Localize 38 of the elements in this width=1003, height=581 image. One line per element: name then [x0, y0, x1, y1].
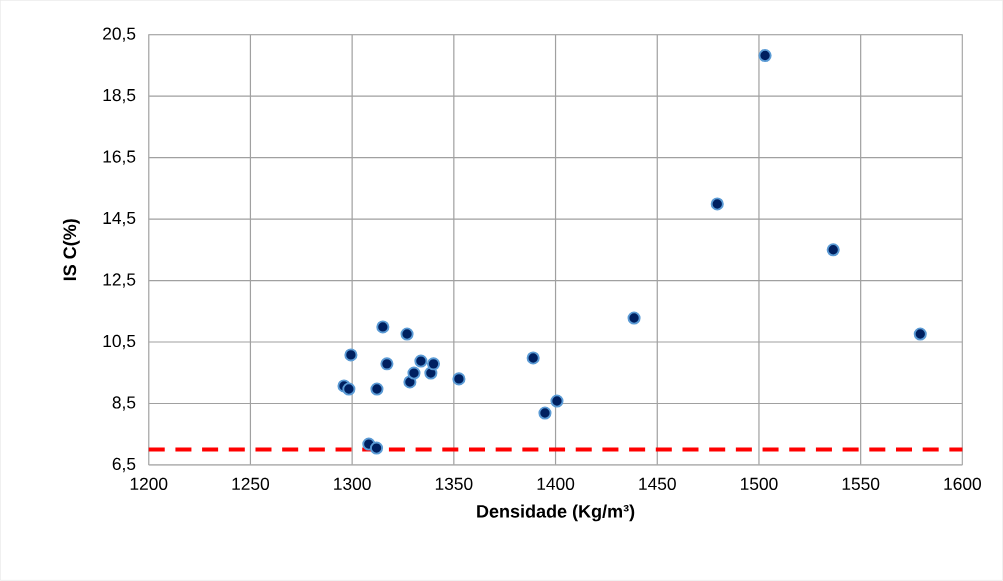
- point: [426, 357, 441, 371]
- y-tick-label: 18,5: [103, 89, 136, 104]
- point: [826, 243, 840, 257]
- point: [344, 348, 358, 362]
- x-tick-label: 1400: [537, 477, 575, 491]
- point: [526, 351, 540, 365]
- point: [913, 327, 927, 341]
- point: [710, 197, 724, 211]
- point: [627, 311, 641, 325]
- point: [550, 394, 564, 408]
- x-axis-title: Densidade (Kg/m³): [477, 504, 635, 522]
- y-tick-label: 10,5: [103, 335, 136, 350]
- x-tick-label: 1350: [435, 477, 473, 491]
- x-tick-label: 1200: [130, 477, 168, 491]
- point: [452, 372, 466, 386]
- point: [380, 357, 394, 371]
- point: [376, 320, 390, 334]
- x-tick-label: 1250: [232, 477, 270, 491]
- point: [414, 354, 428, 368]
- x-tick-label: 1450: [639, 477, 676, 491]
- point: [342, 382, 356, 396]
- y-tick-label: 14,5: [103, 212, 136, 227]
- y-tick-label: 6,5: [112, 457, 136, 473]
- y-tick-label: 20,5: [103, 27, 136, 42]
- y-tick-label: 16,5: [103, 150, 136, 165]
- y-tick-label: 12,5: [103, 273, 136, 288]
- x-tick-label: 1600: [944, 477, 981, 491]
- x-tick-label: 1300: [334, 477, 371, 491]
- x-tick-label: 1500: [740, 477, 778, 491]
- point: [407, 366, 421, 380]
- point: [370, 382, 384, 396]
- point: [400, 327, 414, 341]
- point: [538, 406, 552, 420]
- y-tick-label: 8,5: [112, 396, 136, 411]
- x-tick-label: 1550: [842, 477, 880, 491]
- point: [370, 441, 384, 455]
- y-axis-title: IS C(%): [62, 219, 80, 281]
- point: [758, 49, 772, 63]
